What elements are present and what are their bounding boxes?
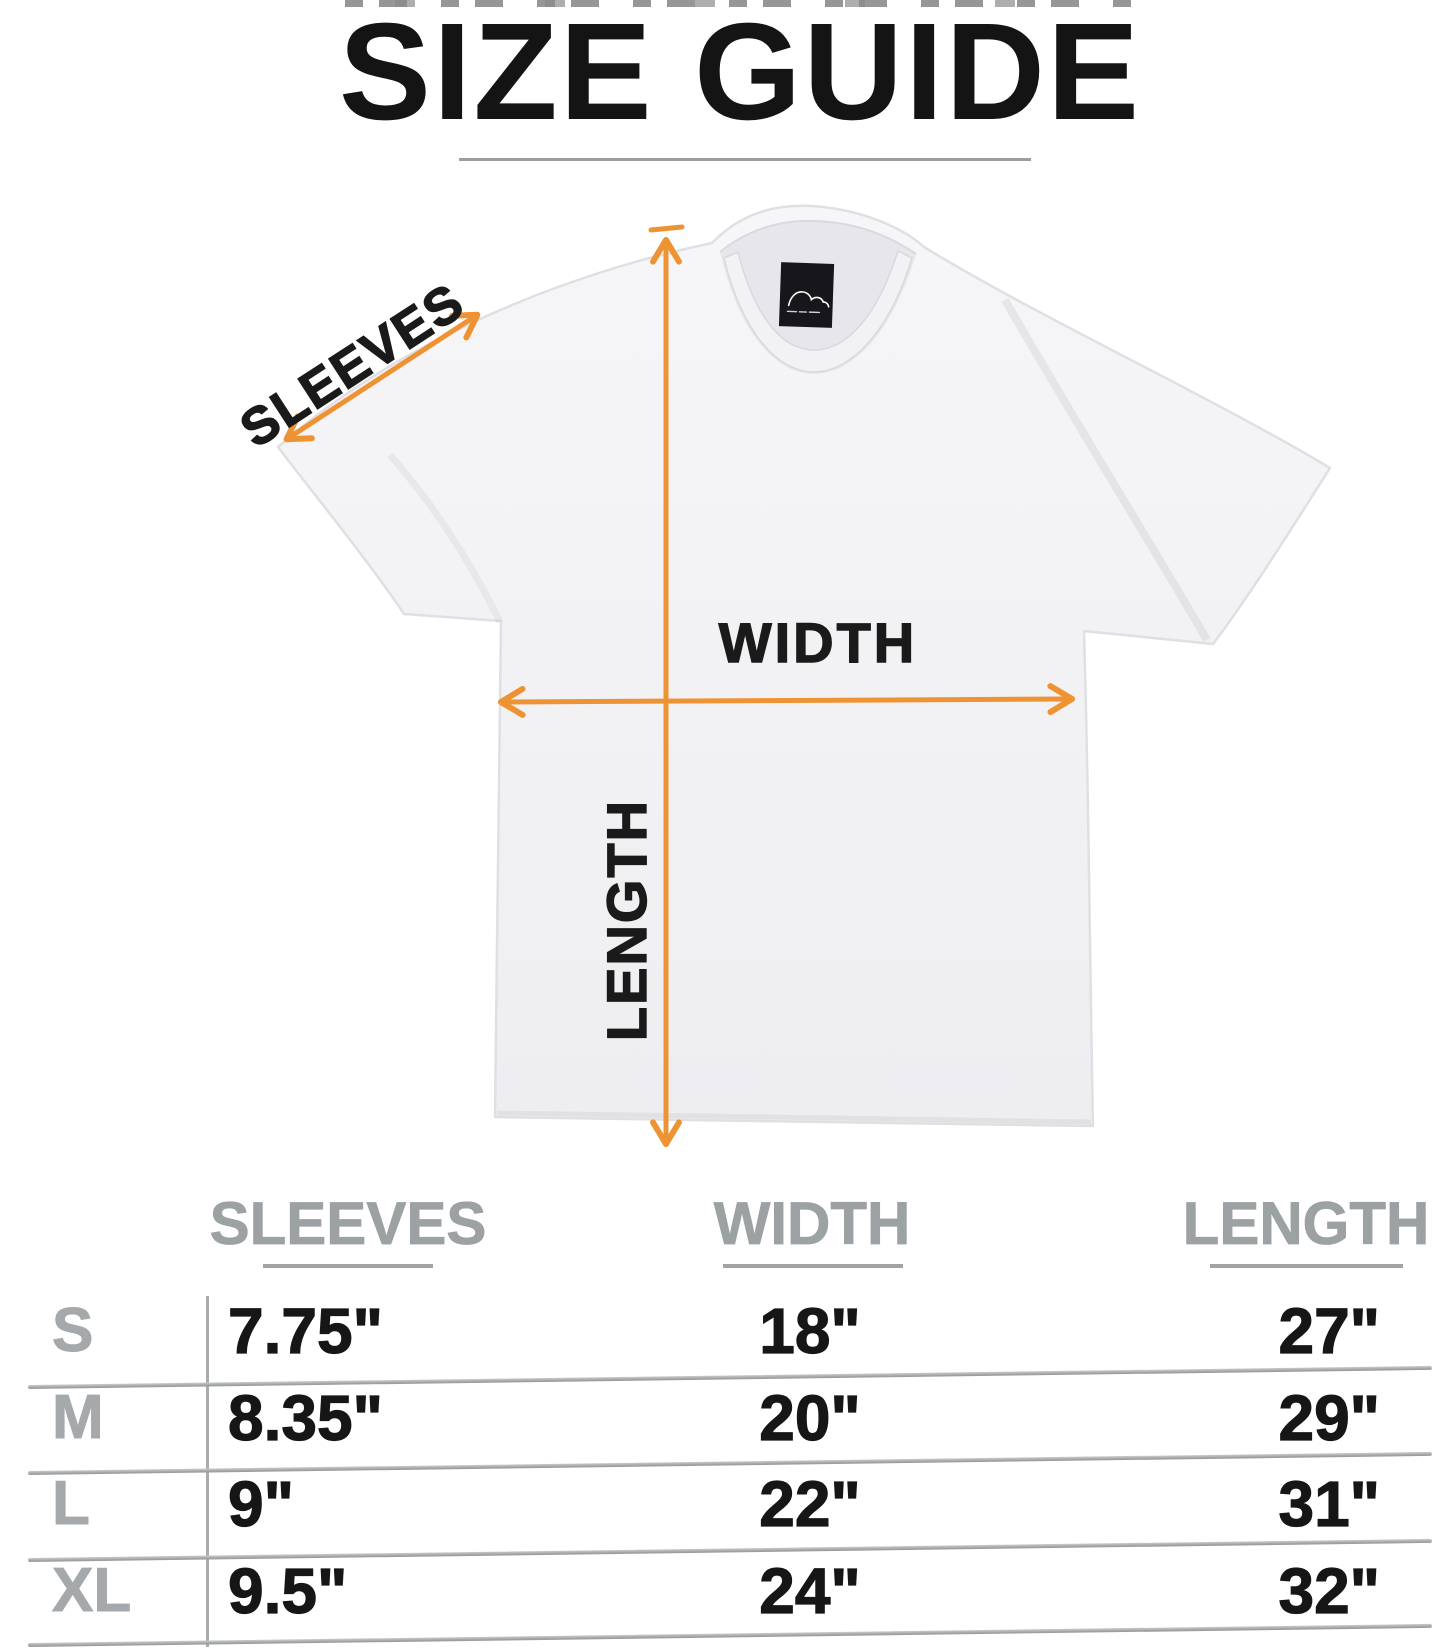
col-header-width: WIDTH (713, 1190, 911, 1257)
cell-m-sleeves: 8.35" (227, 1382, 383, 1454)
sleeves-arrow (283, 311, 481, 443)
tag-doodle-text (786, 310, 821, 314)
col-header-width-underline (723, 1264, 903, 1268)
tshirt-graphic (276, 204, 1332, 1128)
col-header-length-underline (1210, 1264, 1403, 1268)
cell-xl-width: 24" (759, 1555, 862, 1627)
col-header-length: LENGTH (1182, 1190, 1430, 1257)
tag-doodle (787, 291, 830, 308)
size-label-xl: XL (51, 1556, 132, 1625)
right-sleeve-crease (1001, 298, 1211, 642)
size-label-m: M (52, 1383, 105, 1452)
size-label-s: S (51, 1296, 94, 1365)
hem-shadow (496, 1110, 1092, 1125)
measurement-arrows (283, 224, 1076, 1148)
cell-l-length: 31" (1278, 1468, 1381, 1540)
cell-xl-sleeves: 9.5" (227, 1555, 348, 1627)
cell-s-sleeves: 7.75" (227, 1295, 383, 1367)
tshirt-body (276, 204, 1332, 1128)
size-label-l: L (52, 1469, 91, 1538)
width-diagram-label: WIDTH (719, 611, 918, 674)
cell-m-length: 29" (1278, 1382, 1381, 1454)
length-arrow-cap (648, 224, 685, 233)
neck-tag (778, 262, 835, 328)
length-diagram-label: LENGTH (595, 799, 658, 1041)
collar-band (723, 249, 913, 373)
cropped-text-fragment (345, 0, 1140, 7)
collar-seam (719, 219, 917, 255)
page-title: SIZE GUIDE (338, 0, 1142, 149)
width-arrow (497, 683, 1076, 718)
col-header-sleeves: SLEEVES (209, 1190, 487, 1257)
title-underline (459, 158, 1031, 161)
cell-s-length: 27" (1278, 1295, 1381, 1367)
col-header-sleeves-underline (263, 1264, 433, 1268)
cell-m-width: 20" (759, 1382, 862, 1454)
cell-s-width: 18" (759, 1295, 862, 1367)
cell-xl-length: 32" (1278, 1555, 1381, 1627)
left-sleeve-crease (387, 452, 504, 624)
cell-l-width: 22" (759, 1468, 862, 1540)
cell-l-sleeves: 9" (227, 1468, 294, 1540)
